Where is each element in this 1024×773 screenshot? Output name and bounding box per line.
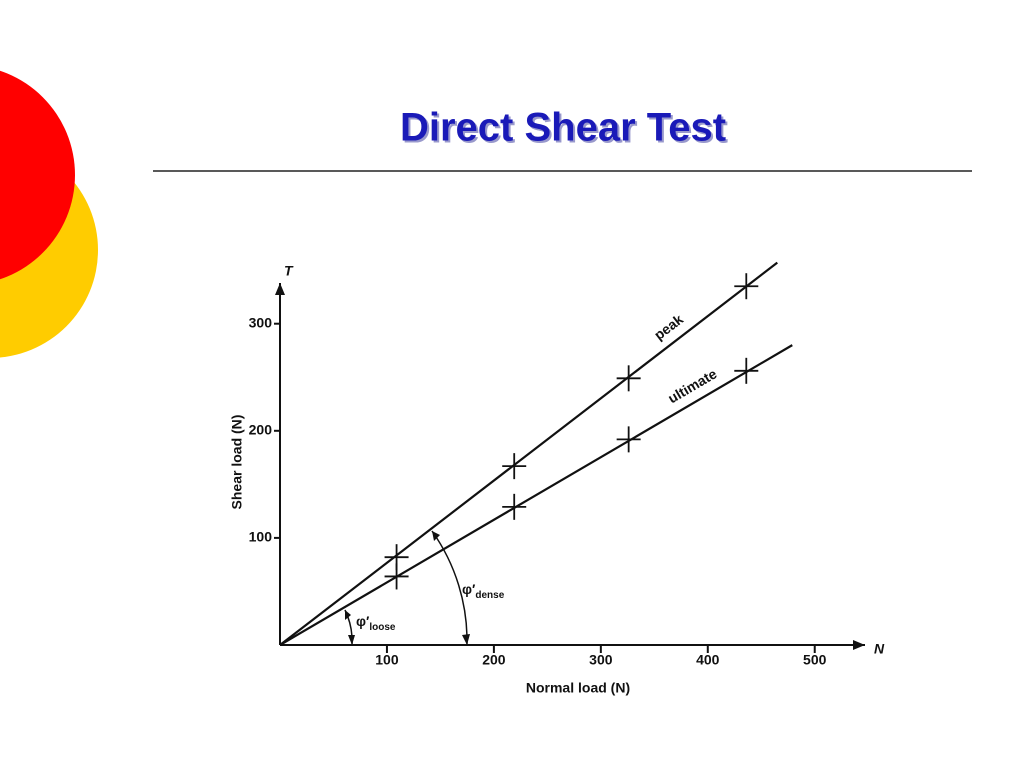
x-tick-label: 400 bbox=[696, 652, 720, 668]
x-axis-title: Normal load (N) bbox=[526, 680, 630, 696]
series-label: peak bbox=[651, 311, 686, 343]
x-axis-arrow bbox=[853, 640, 865, 650]
plot: N T Normal load (N) Shear load (N) φ′den… bbox=[229, 263, 885, 696]
data-point bbox=[734, 273, 759, 300]
fit-line bbox=[279, 261, 778, 646]
fit-line bbox=[279, 344, 793, 646]
title-shadow: Direct Shear Test bbox=[402, 108, 728, 152]
title: Direct Shear Test bbox=[400, 106, 726, 150]
angle-subscript: dense bbox=[475, 590, 504, 601]
angle-symbol: φ′ bbox=[356, 613, 370, 629]
data-point bbox=[384, 563, 409, 590]
y-tick-label: 100 bbox=[249, 529, 273, 545]
data-point bbox=[734, 357, 759, 384]
x-tick-label: 300 bbox=[589, 652, 613, 668]
angle-arc-dense bbox=[431, 530, 468, 646]
data-point bbox=[502, 453, 527, 480]
y-tick-label: 300 bbox=[249, 314, 273, 330]
y-axis-symbol: T bbox=[284, 263, 294, 279]
x-tick-label: 100 bbox=[375, 652, 399, 668]
data-point bbox=[616, 426, 641, 453]
data-point bbox=[616, 365, 641, 392]
data-point bbox=[502, 493, 527, 520]
x-tick-label: 500 bbox=[803, 652, 827, 668]
angle-label-dense: φ′dense bbox=[462, 581, 505, 601]
decor-circle-red bbox=[0, 70, 75, 280]
y-axis-arrow bbox=[275, 283, 285, 295]
x-tick-label: 200 bbox=[482, 652, 506, 668]
angle-symbol: φ′ bbox=[462, 581, 476, 597]
angle-arrows-loose bbox=[345, 610, 355, 645]
angle-subscript: loose bbox=[369, 622, 396, 633]
y-tick-label: 200 bbox=[249, 422, 273, 438]
x-axis-symbol: N bbox=[874, 641, 885, 657]
series-label: ultimate bbox=[665, 365, 720, 406]
y-axis-title: Shear load (N) bbox=[229, 415, 245, 510]
angle-label-loose: φ′loose bbox=[356, 613, 396, 633]
